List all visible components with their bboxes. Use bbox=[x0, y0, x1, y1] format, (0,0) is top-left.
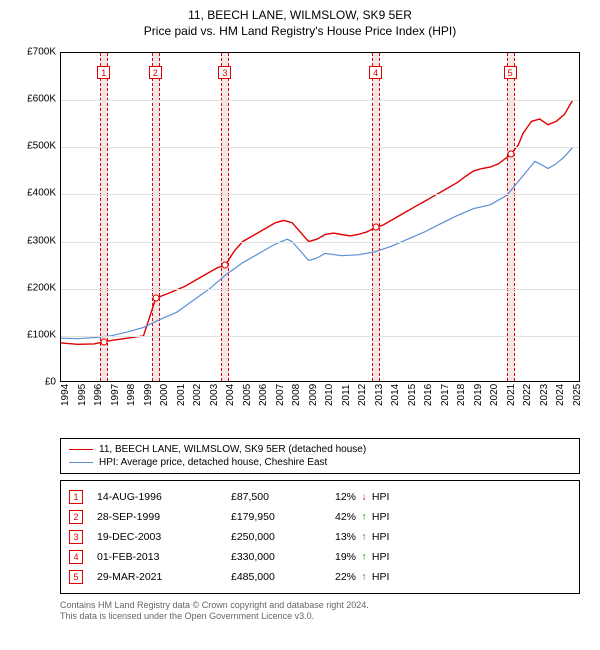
gridline bbox=[61, 289, 579, 290]
transaction-date: 28-SEP-1999 bbox=[97, 511, 217, 523]
transaction-row: 2 28-SEP-1999 £179,950 42% ↑ HPI bbox=[69, 507, 571, 527]
transaction-price: £250,000 bbox=[231, 531, 321, 543]
series-property bbox=[61, 100, 573, 344]
page-title-1: 11, BEECH LANE, WILMSLOW, SK9 5ER bbox=[10, 8, 590, 22]
sale-marker-label: 1 bbox=[97, 66, 110, 79]
sale-marker-point bbox=[222, 262, 229, 269]
transaction-diff: 22% ↑ HPI bbox=[335, 571, 445, 583]
series-hpi bbox=[61, 147, 573, 338]
x-axis-tick-label: 2025 bbox=[572, 384, 600, 406]
footer-line-1: Contains HM Land Registry data © Crown c… bbox=[60, 600, 580, 611]
transaction-price: £330,000 bbox=[231, 551, 321, 563]
legend-label: HPI: Average price, detached house, Ches… bbox=[99, 457, 327, 468]
gridline bbox=[61, 194, 579, 195]
sale-marker-label: 3 bbox=[218, 66, 231, 79]
chart-lines bbox=[61, 53, 580, 382]
transaction-marker: 2 bbox=[69, 510, 83, 524]
transaction-date: 29-MAR-2021 bbox=[97, 571, 217, 583]
y-axis-tick-label: £500K bbox=[10, 141, 56, 152]
y-axis-tick-label: £700K bbox=[10, 47, 56, 58]
sale-marker-label: 4 bbox=[369, 66, 382, 79]
y-axis-tick-label: £0 bbox=[10, 377, 56, 388]
transaction-marker: 3 bbox=[69, 530, 83, 544]
y-axis-tick-label: £200K bbox=[10, 282, 56, 293]
legend-item-property: 11, BEECH LANE, WILMSLOW, SK9 5ER (detac… bbox=[69, 443, 571, 456]
transaction-price: £87,500 bbox=[231, 491, 321, 503]
y-axis-tick-label: £600K bbox=[10, 94, 56, 105]
transaction-row: 1 14-AUG-1996 £87,500 12% ↓ HPI bbox=[69, 487, 571, 507]
transactions-table: 1 14-AUG-1996 £87,500 12% ↓ HPI 2 28-SEP-1999… bbox=[60, 480, 580, 594]
transaction-diff: 13% ↑ HPI bbox=[335, 531, 445, 543]
arrow-icon: ↑ bbox=[359, 571, 369, 583]
transaction-date: 14-AUG-1996 bbox=[97, 491, 217, 503]
footer-note: Contains HM Land Registry data © Crown c… bbox=[60, 600, 580, 623]
transaction-row: 4 01-FEB-2013 £330,000 19% ↑ HPI bbox=[69, 547, 571, 567]
y-axis-tick-label: £400K bbox=[10, 188, 56, 199]
transaction-marker: 4 bbox=[69, 550, 83, 564]
legend-item-hpi: HPI: Average price, detached house, Ches… bbox=[69, 456, 571, 469]
gridline bbox=[61, 100, 579, 101]
sale-marker-point bbox=[507, 151, 514, 158]
legend-box: 11, BEECH LANE, WILMSLOW, SK9 5ER (detac… bbox=[60, 438, 580, 474]
arrow-icon: ↓ bbox=[359, 491, 369, 503]
gridline bbox=[61, 242, 579, 243]
transaction-diff: 19% ↑ HPI bbox=[335, 551, 445, 563]
plot-area: 1 2 3 4 5 bbox=[60, 52, 580, 382]
sale-marker-point bbox=[101, 338, 108, 345]
transaction-marker: 1 bbox=[69, 490, 83, 504]
gridline bbox=[61, 147, 579, 148]
page-title-2: Price paid vs. HM Land Registry's House … bbox=[10, 24, 590, 38]
price-chart: £0 £100K £200K £300K £400K £500K £600K £700K 1 2… bbox=[10, 42, 590, 432]
footer-line-2: This data is licensed under the Open Gov… bbox=[60, 611, 580, 622]
arrow-icon: ↑ bbox=[359, 531, 369, 543]
transaction-date: 01-FEB-2013 bbox=[97, 551, 217, 563]
y-axis-tick-label: £100K bbox=[10, 329, 56, 340]
transaction-row: 5 29-MAR-2021 £485,000 22% ↑ HPI bbox=[69, 567, 571, 587]
legend-swatch bbox=[69, 462, 93, 463]
arrow-icon: ↑ bbox=[359, 551, 369, 563]
legend-label: 11, BEECH LANE, WILMSLOW, SK9 5ER (detac… bbox=[99, 444, 366, 455]
sale-marker-label: 2 bbox=[149, 66, 162, 79]
sale-marker-point bbox=[152, 295, 159, 302]
transaction-date: 19-DEC-2003 bbox=[97, 531, 217, 543]
sale-marker-label: 5 bbox=[504, 66, 517, 79]
gridline bbox=[61, 336, 579, 337]
legend-swatch bbox=[69, 449, 93, 450]
transaction-price: £179,950 bbox=[231, 511, 321, 523]
sale-marker-point bbox=[373, 224, 380, 231]
transaction-diff: 12% ↓ HPI bbox=[335, 491, 445, 503]
transaction-row: 3 19-DEC-2003 £250,000 13% ↑ HPI bbox=[69, 527, 571, 547]
transaction-price: £485,000 bbox=[231, 571, 321, 583]
arrow-icon: ↑ bbox=[359, 511, 369, 523]
transaction-diff: 42% ↑ HPI bbox=[335, 511, 445, 523]
y-axis-tick-label: £300K bbox=[10, 235, 56, 246]
transaction-marker: 5 bbox=[69, 570, 83, 584]
